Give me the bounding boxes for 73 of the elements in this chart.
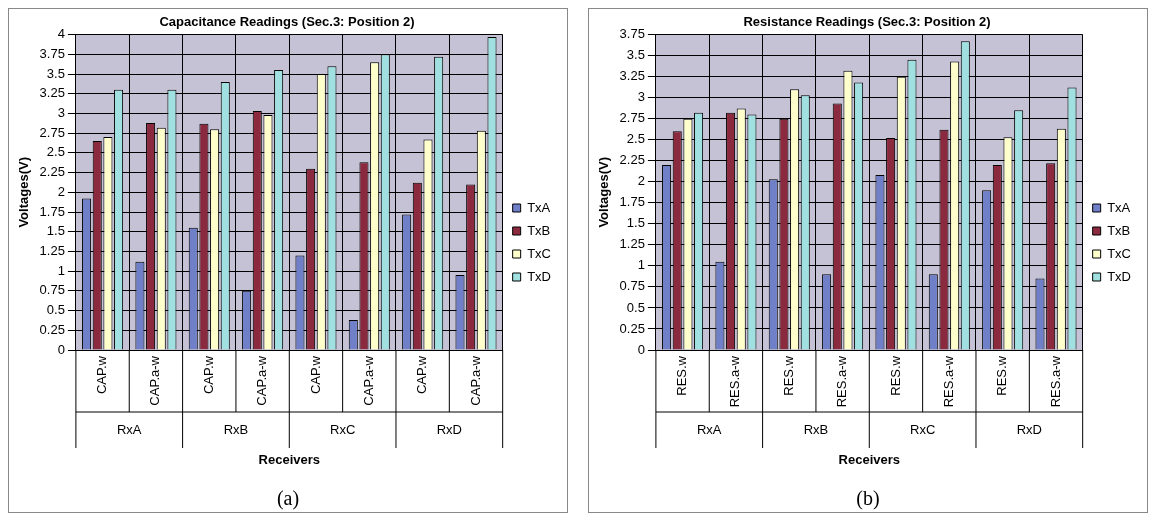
- legend-label: TxC: [527, 245, 552, 261]
- y-tick-label: 1.25: [39, 243, 65, 259]
- x-tick-label: RES.a-w: [1047, 355, 1063, 408]
- y-tick-label: 0: [57, 341, 65, 357]
- y-tick-label: 1: [637, 257, 645, 273]
- y-tick-label: 2.25: [619, 152, 645, 168]
- text: (b): [856, 487, 880, 511]
- y-tick-label: 1.75: [39, 203, 65, 219]
- x-tick-label: RES.a-w: [940, 355, 956, 408]
- y-tick-label: 3.25: [619, 68, 645, 84]
- y-axis-title: Voltages(V): [16, 157, 32, 228]
- x-tick-label: RES.a-w: [727, 355, 743, 408]
- legend-label: TxA: [1107, 199, 1131, 215]
- x-axis-title: Receivers: [258, 451, 321, 467]
- x-tick-label: CAP.a-w: [147, 355, 163, 406]
- y-tick-label: 3.75: [39, 45, 65, 61]
- x-tick-label: RES.w: [887, 355, 903, 396]
- x-tick-label: CAP.w: [307, 355, 323, 395]
- y-tick-label: 0.25: [619, 320, 645, 336]
- x-tick-label: CAP.a-w: [254, 355, 270, 406]
- y-tick-label: 4: [57, 26, 65, 42]
- y-tick-label: 2.75: [39, 124, 65, 140]
- chart-title: Resistance Readings (Sec.3: Position 2): [743, 14, 991, 30]
- legend-label: TxC: [1107, 245, 1132, 261]
- y-tick-label: 2.75: [619, 110, 645, 126]
- text: RxA: [116, 421, 142, 437]
- x-tick-label: RES.w: [780, 355, 796, 396]
- y-tick-label: 3: [57, 105, 65, 121]
- legend-label: TxB: [1107, 222, 1131, 238]
- x-tick-label: CAP.a-w: [467, 355, 483, 406]
- y-tick-label: 1: [57, 262, 65, 278]
- text: RxB: [803, 421, 829, 437]
- y-tick-label: 2: [637, 173, 645, 189]
- y-tick-label: 3.5: [46, 65, 65, 81]
- y-tick-label: 0.5: [46, 302, 65, 318]
- y-tick-label: 3.25: [39, 85, 65, 101]
- y-tick-label: 1.5: [626, 215, 645, 231]
- x-tick-label: RES.w: [994, 355, 1010, 396]
- x-tick-label: CAP.w: [200, 355, 216, 395]
- x-tick-label: RES.a-w: [834, 355, 850, 408]
- y-tick-label: 2: [57, 183, 65, 199]
- x-axis-title: Receivers: [838, 451, 901, 467]
- y-tick-label: 0.5: [626, 299, 645, 315]
- y-tick-label: 3.75: [619, 26, 645, 42]
- x-tick-label: CAP.a-w: [360, 355, 376, 406]
- text: RxD: [1016, 421, 1042, 437]
- x-tick-label: CAP.w: [414, 355, 430, 395]
- legend-label: TxA: [527, 199, 551, 215]
- y-tick-label: 1.5: [46, 223, 65, 239]
- y-tick-label: 0.75: [39, 282, 65, 298]
- chart-title: Capacitance Readings (Sec.3: Position 2): [159, 14, 415, 30]
- x-tick-label: RES.w: [674, 355, 690, 396]
- y-tick-label: 1.75: [619, 194, 645, 210]
- y-tick-label: 0.75: [619, 278, 645, 294]
- legend-label: TxB: [527, 222, 551, 238]
- y-tick-label: 3: [637, 89, 645, 105]
- y-tick-label: 2.5: [626, 131, 645, 147]
- y-tick-label: 0: [637, 341, 645, 357]
- text: (a): [276, 487, 300, 511]
- legend-label: TxD: [1107, 268, 1132, 284]
- y-tick-label: 2.5: [46, 144, 65, 160]
- y-tick-label: 1.25: [619, 236, 645, 252]
- x-tick-label: CAP.w: [94, 355, 110, 395]
- y-tick-label: 3.5: [626, 47, 645, 63]
- y-axis-title: Voltages(V): [596, 157, 612, 228]
- y-tick-label: 0.25: [39, 321, 65, 337]
- text: RxD: [436, 421, 462, 437]
- text: RxB: [223, 421, 249, 437]
- text: RxA: [696, 421, 722, 437]
- text: RxC: [329, 421, 356, 437]
- y-tick-label: 2.25: [39, 164, 65, 180]
- legend-label: TxD: [527, 268, 552, 284]
- text: RxC: [909, 421, 936, 437]
